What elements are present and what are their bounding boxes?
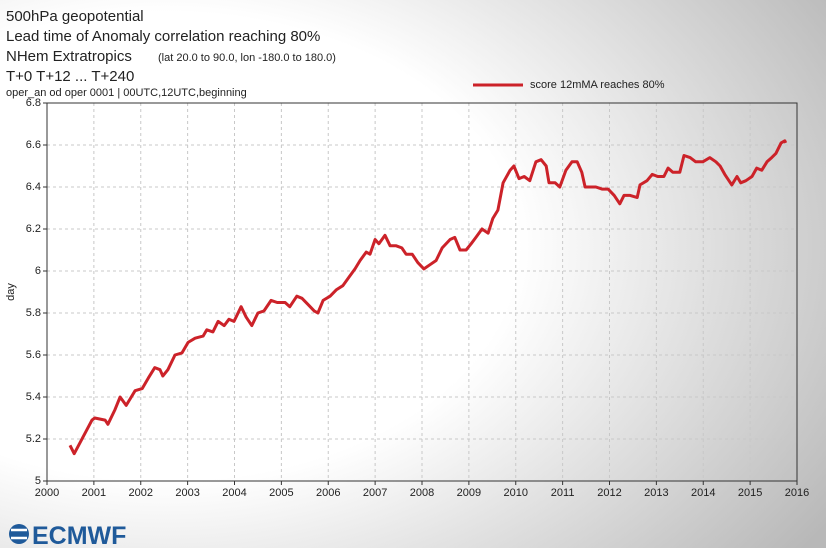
series-line bbox=[68, 139, 788, 456]
x-tick-label: 2000 bbox=[35, 487, 59, 499]
x-tick-label: 2003 bbox=[175, 487, 199, 499]
y-tick-label: 5 bbox=[35, 475, 41, 487]
x-tick-label: 2005 bbox=[269, 487, 293, 499]
y-axis-label: day bbox=[5, 283, 17, 301]
x-tick-label: 2012 bbox=[597, 487, 621, 499]
y-tick-label: 6.6 bbox=[26, 139, 41, 151]
x-tick-label: 2009 bbox=[457, 487, 481, 499]
y-tick-label: 5.8 bbox=[26, 307, 41, 319]
x-tick-label: 2007 bbox=[363, 487, 387, 499]
x-tick-label: 2008 bbox=[410, 487, 434, 499]
y-tick-label: 5.6 bbox=[26, 349, 41, 361]
plot-frame bbox=[46, 102, 798, 482]
y-tick-label: 6.8 bbox=[26, 97, 41, 109]
y-tick-label: 6.4 bbox=[26, 181, 41, 193]
logo-icon bbox=[9, 524, 29, 544]
title-line: 500hPa geopotential bbox=[6, 8, 144, 25]
x-tick-label: 2016 bbox=[785, 487, 809, 499]
x-tick-label: 2013 bbox=[644, 487, 668, 499]
y-tick-label: 6.2 bbox=[26, 223, 41, 235]
x-tick-label: 2014 bbox=[691, 487, 715, 499]
y-tick-label: 6 bbox=[35, 265, 41, 277]
x-tick-label: 2015 bbox=[738, 487, 762, 499]
legend-label: score 12mMA reaches 80% bbox=[530, 79, 665, 91]
logo-text: ECMWF bbox=[32, 522, 126, 548]
x-tick-label: 2010 bbox=[504, 487, 528, 499]
title-line: Lead time of Anomaly correlation reachin… bbox=[6, 28, 320, 45]
x-tick-label: 2006 bbox=[316, 487, 340, 499]
region-note: (lat 20.0 to 90.0, lon -180.0 to 180.0) bbox=[158, 52, 336, 64]
title-line: T+0 T+12 ... T+240 bbox=[6, 68, 134, 85]
subtitle: oper_an od oper 0001 | 00UTC,12UTC,begin… bbox=[6, 87, 247, 99]
logo-icon-stripes bbox=[11, 528, 27, 540]
logo: ECMWF bbox=[9, 522, 126, 548]
x-tick-label: 2002 bbox=[129, 487, 153, 499]
y-tick-label: 5.2 bbox=[26, 433, 41, 445]
y-tick-label: 5.4 bbox=[26, 391, 41, 403]
x-tick-label: 2001 bbox=[82, 487, 106, 499]
title-line: NHem Extratropics bbox=[6, 48, 132, 65]
x-tick-label: 2004 bbox=[222, 487, 246, 499]
x-tick-label: 2011 bbox=[551, 487, 575, 499]
